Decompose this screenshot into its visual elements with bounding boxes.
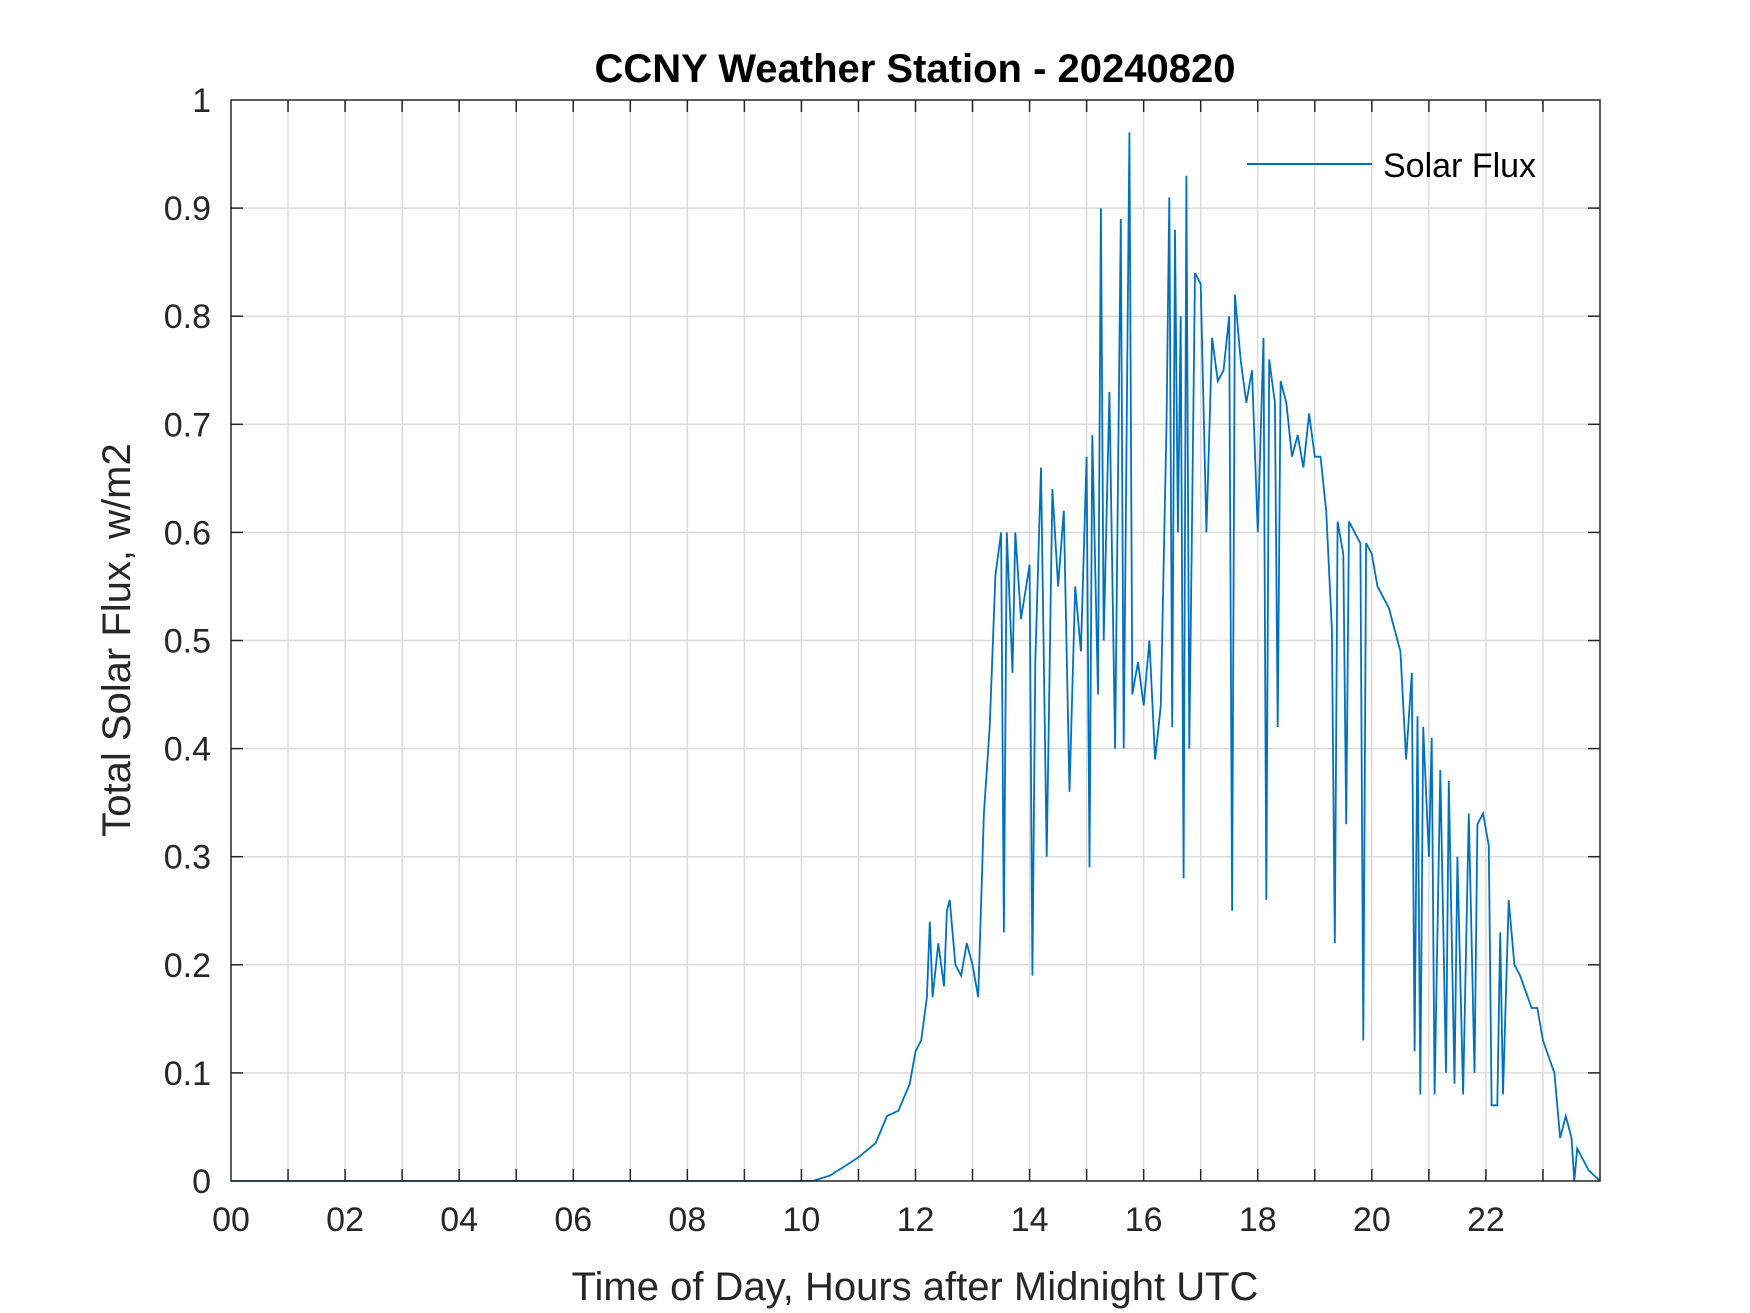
x-axis-label: Time of Day, Hours after Midnight UTC [572, 1265, 1259, 1309]
legend: Solar Flux [1247, 147, 1536, 185]
x-tick-label: 00 [212, 1201, 250, 1239]
grid [231, 100, 1600, 1181]
ticks: 00 02 04 06 08 10 12 14 16 18 20 22 0 0.1 0.2 0.3 0.4 0.5… [164, 82, 1600, 1239]
y-tick-label: 0.6 [164, 514, 211, 552]
x-tick-label: 20 [1353, 1201, 1391, 1239]
y-tick-label: 0 [192, 1163, 211, 1201]
x-tick-label: 18 [1239, 1201, 1277, 1239]
x-tick-label: 04 [440, 1201, 478, 1239]
x-tick-label: 10 [783, 1201, 821, 1239]
chart-title: CCNY Weather Station - 20240820 [595, 47, 1236, 91]
x-tick-label: 12 [897, 1201, 935, 1239]
series-line-solar-flux [231, 132, 1601, 1182]
x-tick-label: 14 [1011, 1201, 1049, 1239]
y-tick-label: 0.1 [164, 1055, 211, 1093]
y-tick-label: 0.3 [164, 839, 211, 877]
x-tick-label: 22 [1467, 1201, 1505, 1239]
y-tick-label: 0.2 [164, 947, 211, 985]
x-tick-label: 16 [1125, 1201, 1163, 1239]
y-tick-label: 0.8 [164, 298, 211, 336]
y-tick-label: 0.7 [164, 406, 211, 444]
y-tick-label: 0.9 [164, 190, 211, 228]
y-axis-label: Total Solar Flux, w/m2 [95, 443, 139, 836]
x-tick-label: 02 [326, 1201, 364, 1239]
x-tick-label: 06 [554, 1201, 592, 1239]
y-tick-label: 1 [192, 82, 211, 120]
x-tick-label: 08 [668, 1201, 706, 1239]
y-tick-label: 0.4 [164, 731, 211, 769]
legend-label-solar-flux: Solar Flux [1383, 147, 1536, 185]
y-tick-label: 0.5 [164, 623, 211, 661]
